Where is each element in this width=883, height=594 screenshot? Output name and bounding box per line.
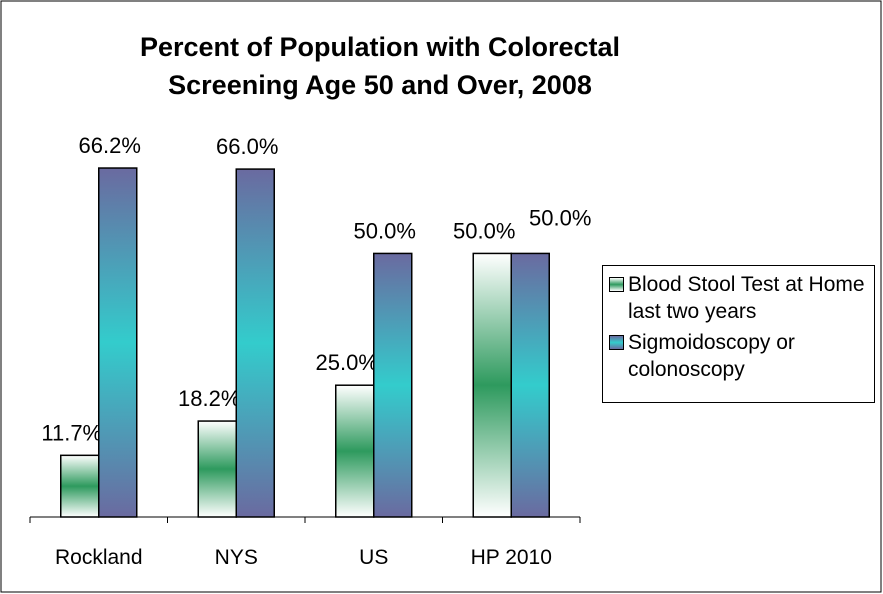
data-label: 66.2%	[79, 133, 141, 158]
x-tick-label: US	[359, 546, 388, 569]
legend-entry: Blood Stool Test at Home last two years	[607, 271, 870, 325]
data-label: 50.0%	[453, 218, 515, 243]
data-label: 18.2%	[178, 386, 240, 411]
data-label: 50.0%	[354, 218, 416, 243]
legend: Blood Stool Test at Home last two years S…	[602, 265, 875, 403]
data-label: 50.0%	[529, 205, 591, 230]
legend-label: Blood Stool Test at Home last two years	[628, 273, 865, 323]
x-tick-label: NYS	[215, 546, 258, 569]
legend-swatch	[609, 335, 624, 350]
legend-entry: Sigmoidoscopy or colonoscopy	[607, 329, 870, 383]
data-label: 66.0%	[216, 134, 278, 159]
data-label: 25.0%	[316, 350, 378, 375]
bar	[235, 168, 275, 518]
bar	[510, 252, 550, 518]
bar	[472, 252, 512, 518]
bar	[197, 420, 237, 518]
legend-label: Sigmoidoscopy or colonoscopy	[628, 331, 795, 381]
bar	[373, 252, 413, 518]
legend-swatch	[609, 277, 624, 292]
bar	[335, 384, 375, 518]
x-tick-label: HP 2010	[471, 546, 552, 569]
bar	[98, 167, 138, 518]
data-label: 11.7%	[41, 420, 102, 445]
x-tick-label: Rockland	[55, 546, 143, 569]
bar	[60, 454, 100, 518]
chart-title: Percent of Population with Colorectal Sc…	[139, 32, 621, 100]
